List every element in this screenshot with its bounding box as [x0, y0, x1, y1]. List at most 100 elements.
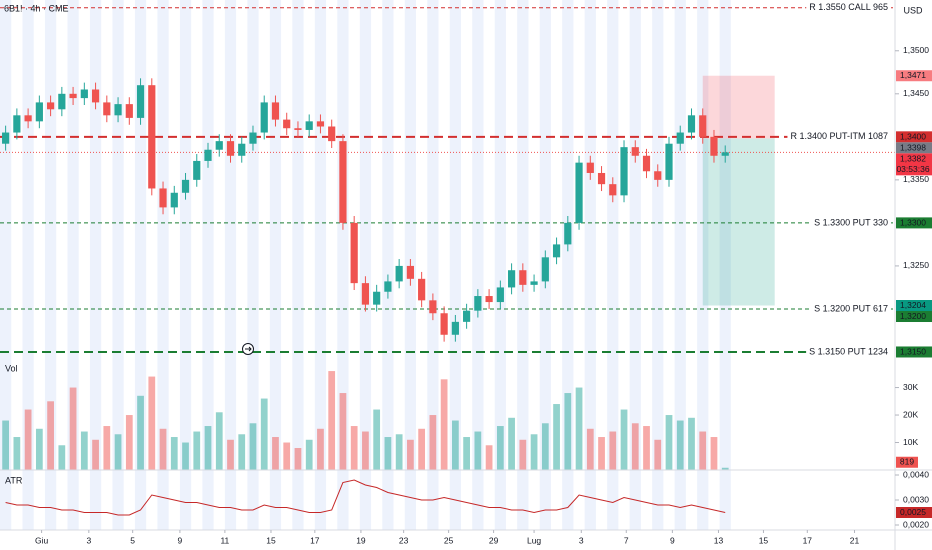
- volume-bar: [170, 437, 178, 470]
- volume-badge-bg: [896, 456, 918, 468]
- candle-body: [609, 184, 617, 196]
- replay-icon[interactable]: [242, 343, 254, 355]
- volume-bar: [69, 387, 77, 470]
- candle-body: [665, 143, 673, 180]
- volume-bar: [575, 387, 583, 470]
- level-price-badge: 1,3300: [900, 217, 926, 227]
- volume-bar: [260, 398, 268, 470]
- session-stripe: [472, 0, 484, 530]
- candle-body: [13, 115, 21, 133]
- candle-body: [316, 121, 325, 127]
- candle-body: [710, 136, 718, 156]
- session-stripe: [89, 0, 102, 530]
- level-label: S 1.3150 PUT 1234: [809, 346, 888, 356]
- session-stripe: [494, 0, 506, 530]
- last-price-badge-bg: [896, 153, 932, 176]
- volume-bar: [710, 437, 718, 470]
- x-tick-label: 25: [444, 535, 454, 545]
- volume-bar: [13, 437, 21, 470]
- candle-body: [699, 115, 707, 137]
- candle-body: [69, 93, 77, 99]
- last-price-badge: 1,3382: [900, 153, 926, 163]
- atr-line: [5, 479, 726, 516]
- session-stripe: [674, 0, 686, 530]
- atr-title: ATR: [5, 475, 23, 485]
- currency-label: USD: [903, 5, 923, 15]
- candle-body: [687, 115, 696, 133]
- atr-tick-label: 0,0020: [903, 519, 929, 529]
- volume-bar: [609, 431, 617, 470]
- volume-bar: [598, 437, 605, 470]
- entry-badge-bg: [896, 142, 932, 154]
- level-label-bg: [811, 302, 891, 315]
- candle-body: [271, 102, 280, 120]
- candle-body: [597, 172, 606, 185]
- session-stripe: [269, 0, 282, 530]
- candle-body: [114, 104, 122, 116]
- level-price-badge: 1,3200: [900, 311, 926, 321]
- candle-body: [283, 119, 291, 129]
- session-stripe: [652, 0, 664, 530]
- session-stripe: [44, 0, 57, 530]
- session-stripe: [382, 0, 394, 530]
- volume-bar: [215, 412, 223, 470]
- volume-bar: [2, 420, 9, 470]
- candle-body: [519, 270, 527, 285]
- volume-bar: [148, 376, 156, 470]
- session-stripe: [607, 0, 619, 530]
- volume-bar: [305, 439, 313, 470]
- level-label-bg: [806, 1, 891, 14]
- volume-bar: [440, 379, 448, 470]
- candle-body: [170, 192, 178, 208]
- volume-bar: [688, 417, 695, 470]
- candle-body: [58, 93, 66, 110]
- candle-body: [204, 149, 212, 161]
- candle-body: [328, 126, 336, 142]
- price-tick-label: 1,3250: [903, 260, 929, 270]
- level-price-badge: 1,3150: [900, 346, 926, 356]
- volume-bar: [350, 426, 358, 470]
- stop-zone: [702, 75, 775, 139]
- volume-bar: [643, 426, 650, 470]
- candle-body: [496, 287, 504, 303]
- session-stripe: [67, 0, 79, 530]
- candle-body: [575, 162, 583, 223]
- x-tick-label: 5: [130, 535, 135, 545]
- candle-body: [215, 141, 223, 150]
- volume-bar: [665, 415, 673, 470]
- candle-body: [91, 89, 100, 103]
- volume-bar: [418, 428, 426, 470]
- level-price-badge-bg: [896, 311, 932, 323]
- price-tick-label: 1,3450: [903, 88, 929, 98]
- target-badge-bg: [896, 300, 932, 312]
- volume-bar: [395, 434, 403, 470]
- candle-body: [103, 102, 111, 116]
- session-stripe: [157, 0, 169, 530]
- volume-bar: [92, 439, 99, 470]
- session-stripe: [584, 0, 596, 530]
- volume-bar: [159, 428, 167, 470]
- x-tick-label: 29: [489, 535, 499, 545]
- volume-bar: [676, 420, 684, 470]
- target-zone: [702, 138, 775, 306]
- session-stripe: [0, 0, 12, 530]
- candle-body: [373, 291, 381, 305]
- volume-bar: [384, 437, 392, 470]
- candle-body: [642, 155, 651, 172]
- session-stripe: [112, 0, 124, 530]
- candle-body: [159, 188, 167, 208]
- candle-body: [418, 278, 426, 301]
- atr-badge: 0,0025: [900, 507, 926, 517]
- volume-bar: [620, 409, 628, 470]
- volume-bar: [283, 442, 291, 470]
- session-stripe: [562, 0, 574, 530]
- level-label-bg: [806, 345, 891, 358]
- volume-bar: [654, 439, 662, 470]
- candle-body: [148, 85, 156, 189]
- candle-body: [181, 179, 190, 193]
- candle-body: [46, 102, 55, 110]
- session-stripe: [202, 0, 214, 530]
- x-tick-label: 17: [803, 535, 813, 545]
- candle-body: [24, 115, 32, 122]
- session-stripe: [719, 0, 731, 530]
